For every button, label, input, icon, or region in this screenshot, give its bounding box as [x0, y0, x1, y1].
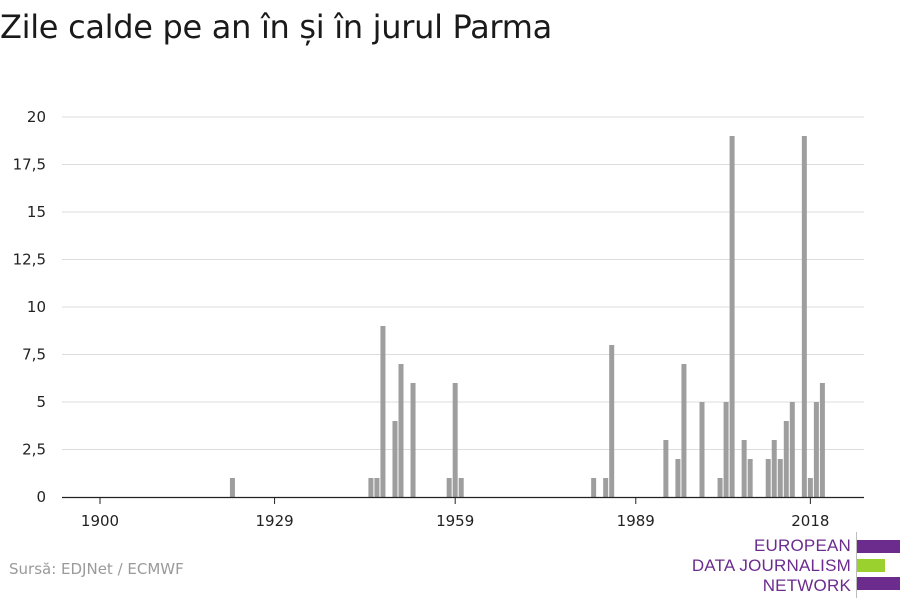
bar	[729, 136, 735, 497]
gridlines	[62, 116, 864, 450]
y-tick-label: 12,5	[13, 251, 46, 269]
y-tick-label: 15	[27, 203, 46, 221]
y-tick-label: 0	[36, 488, 46, 506]
bar	[699, 402, 705, 497]
x-tick-label: 2018	[791, 512, 829, 530]
x-tick-label: 1959	[436, 512, 474, 530]
bar	[591, 478, 597, 497]
bar	[717, 478, 723, 497]
bar	[446, 478, 452, 497]
y-tick-label: 5	[36, 393, 46, 411]
logo-line-2: DATA JOURNALISM	[691, 556, 851, 575]
bars	[229, 136, 825, 497]
bar	[458, 478, 464, 497]
source-note: Sursă: EDJNet / ECMWF	[9, 560, 184, 578]
logo-line-1: EUROPEAN	[753, 536, 851, 555]
bar	[783, 421, 789, 497]
bar	[741, 440, 747, 497]
chart-title: Zile calde pe an în și în jurul Parma	[0, 8, 552, 46]
x-tick-label: 1929	[255, 512, 293, 530]
bar	[681, 364, 687, 497]
bar	[229, 478, 235, 497]
bar	[723, 402, 729, 497]
bar	[374, 478, 380, 497]
bar	[771, 440, 777, 497]
x-tick-label: 1900	[81, 512, 119, 530]
edjnet-logo: EUROPEAN DATA JOURNALISM NETWORK	[692, 532, 900, 600]
bar	[819, 383, 825, 497]
logo-bar-green	[857, 559, 885, 572]
logo-bar-purple-top	[857, 540, 900, 553]
bar	[765, 459, 771, 497]
bar	[675, 459, 681, 497]
bar	[747, 459, 753, 497]
logo-bar-purple-bottom	[857, 577, 900, 590]
y-tick-label: 7,5	[22, 346, 46, 364]
y-tick-label: 10	[27, 298, 46, 316]
y-tick-label: 17,5	[13, 156, 46, 174]
bar	[452, 383, 458, 497]
logo-line-3: NETWORK	[762, 576, 851, 595]
bar	[609, 345, 615, 497]
bar	[398, 364, 404, 497]
bar	[813, 402, 819, 497]
bar	[777, 459, 783, 497]
y-tick-label: 2,5	[22, 441, 46, 459]
bar	[410, 383, 416, 497]
bar	[663, 440, 669, 497]
bar	[789, 402, 795, 497]
y-tick-label: 20	[27, 108, 46, 126]
bar	[392, 421, 398, 497]
y-axis-ticks: 0 2,5 5 7,5 10 12,5 15 17,5 20	[13, 108, 46, 506]
bar	[807, 478, 813, 497]
bar	[801, 136, 807, 497]
x-tick-label: 1989	[617, 512, 655, 530]
bar	[380, 326, 386, 497]
bar	[368, 478, 374, 497]
x-axis: 1900 1929 1959 1989 2018	[62, 496, 864, 530]
bar	[603, 478, 609, 497]
logo-divider	[856, 532, 857, 598]
